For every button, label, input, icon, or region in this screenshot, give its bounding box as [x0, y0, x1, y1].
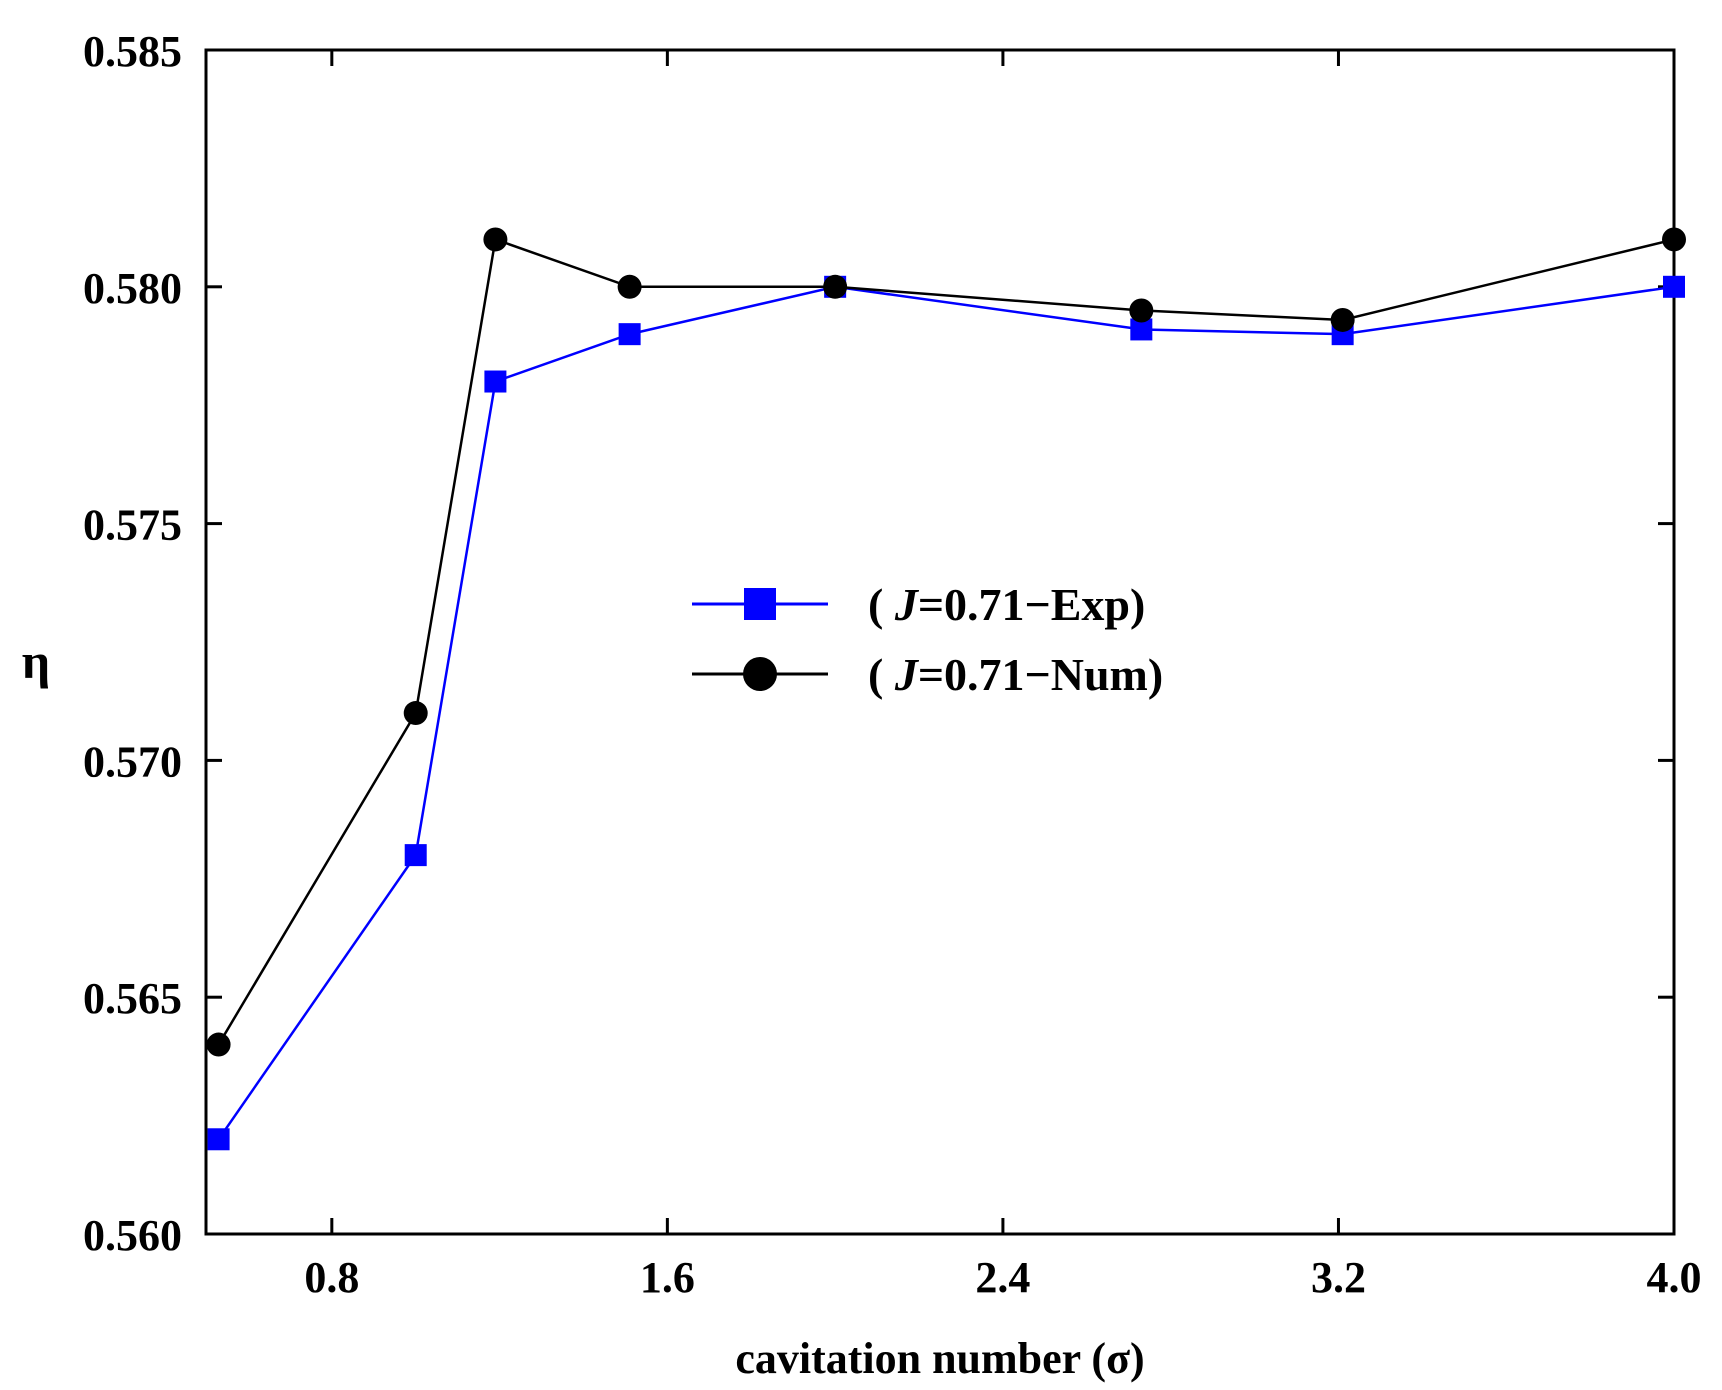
data-point-circle [206, 1032, 231, 1057]
y-axis: 0.560 0.565 0.570 0.575 0.580 0.585 [83, 27, 1674, 1260]
legend-label: ( J=0.71−Exp) [868, 579, 1145, 630]
y-tick-label: 0.575 [83, 501, 182, 550]
data-point-circle [403, 701, 428, 726]
x-tick-label: 3.2 [1311, 1253, 1366, 1302]
data-point-square [484, 370, 507, 393]
series-layer [206, 227, 1686, 1151]
data-point-circle [1662, 227, 1686, 252]
x-tick-label: 2.4 [975, 1253, 1030, 1302]
series-line [217, 285, 1675, 1140]
y-tick-label: 0.560 [83, 1211, 182, 1260]
y-tick-label: 0.580 [83, 264, 182, 313]
data-point-square [1130, 318, 1153, 341]
plot-area [204, 48, 1676, 1236]
data-point-circle [823, 274, 848, 299]
legend-marker-square [744, 588, 776, 620]
series-line [217, 237, 1675, 1046]
data-point-square [207, 1128, 230, 1151]
legend-marker-circle [743, 657, 777, 691]
x-axis: 0.8 1.6 2.4 3.2 4.0 [304, 50, 1702, 1302]
x-tick-label: 4.0 [1647, 1253, 1702, 1302]
data-point-square [1663, 275, 1685, 298]
legend: ( J=0.71−Exp) ( J=0.71−Num) [692, 579, 1163, 700]
data-point-circle [617, 274, 642, 299]
data-point-square [618, 323, 641, 346]
y-tick-label: 0.565 [83, 974, 182, 1023]
y-axis-title: η [22, 633, 50, 689]
data-point-circle [483, 227, 508, 252]
x-tick-label: 1.6 [640, 1253, 695, 1302]
x-tick-label: 0.8 [304, 1253, 359, 1302]
x-axis-title: cavitation number (σ) [735, 1334, 1144, 1383]
y-tick-label: 0.585 [83, 27, 182, 76]
legend-label: ( J=0.71−Num) [868, 649, 1163, 700]
data-point-circle [1330, 307, 1355, 332]
data-point-square [404, 844, 427, 867]
y-tick-label: 0.570 [83, 737, 182, 786]
data-point-circle [1129, 298, 1154, 323]
